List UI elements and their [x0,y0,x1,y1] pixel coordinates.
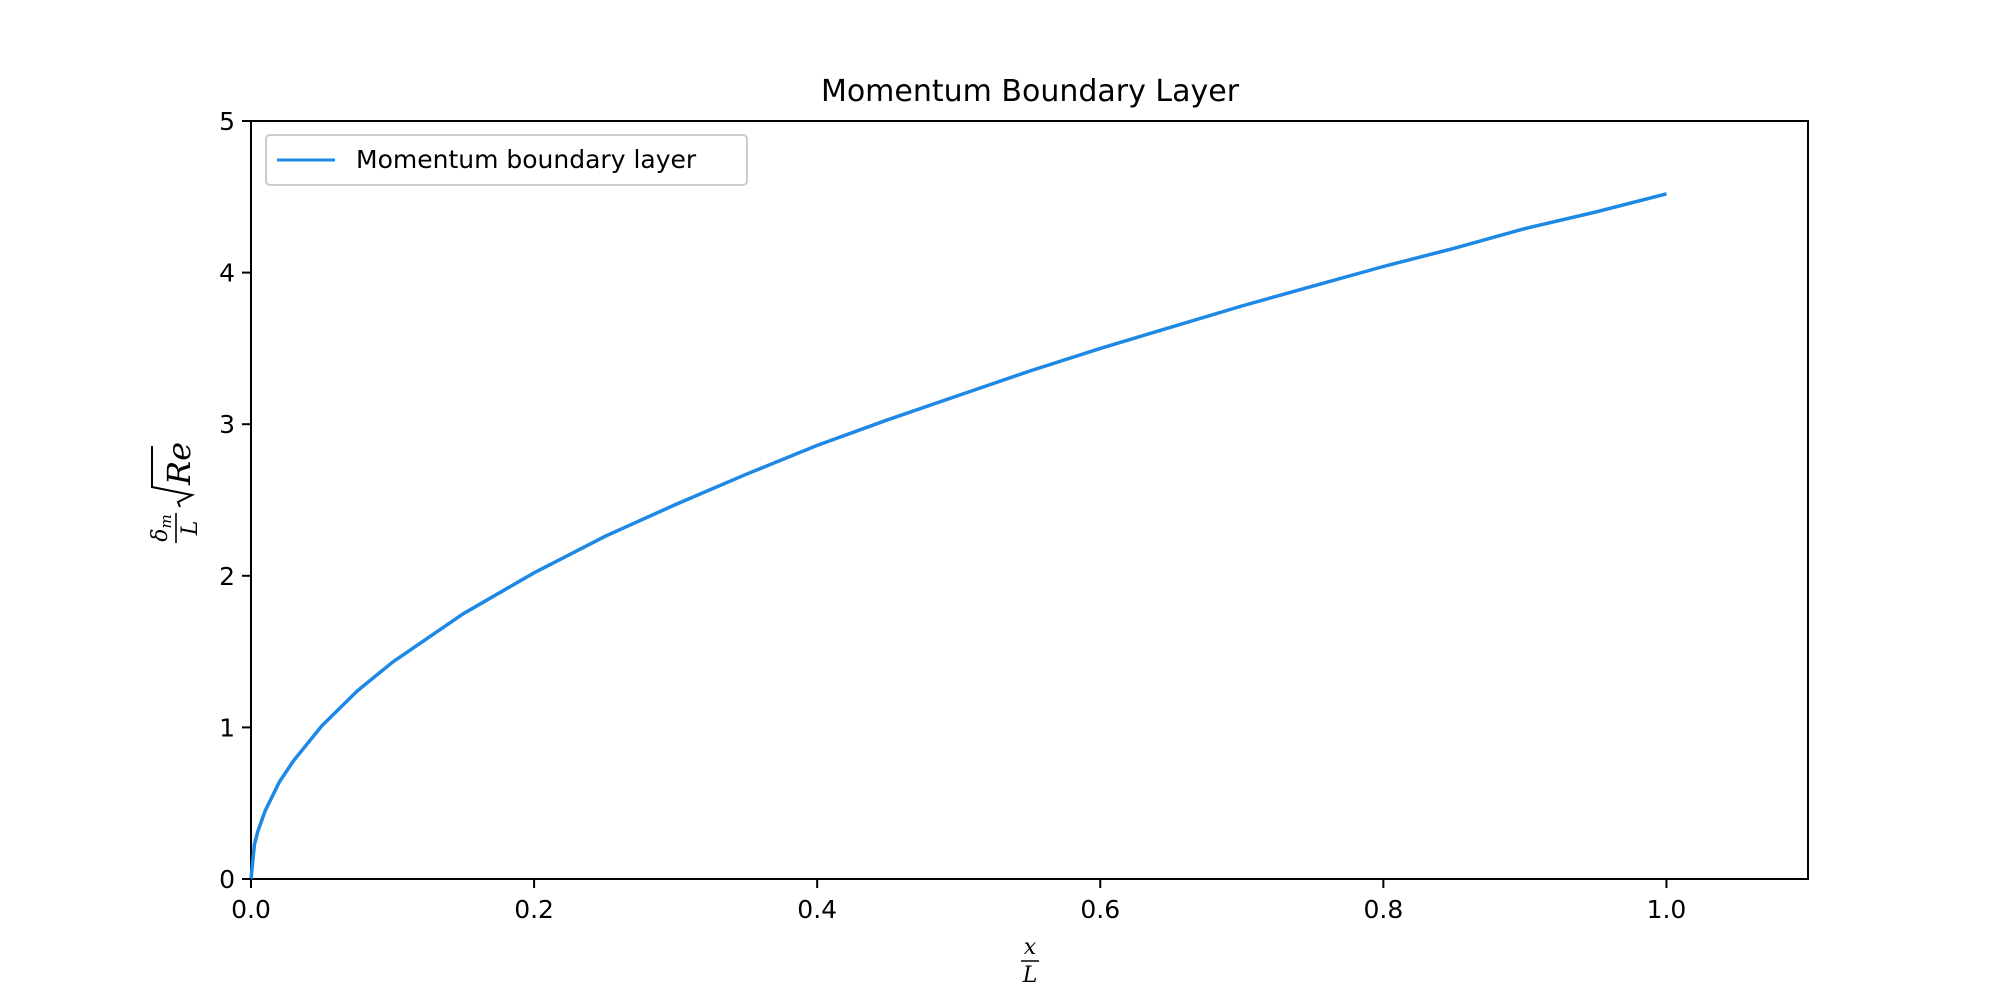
y-tick-label: 4 [219,259,235,288]
x-tick-label: 0.0 [231,895,271,924]
x-label-denominator: L [1022,963,1038,988]
y-tick-label: 0 [219,865,235,894]
y-axis-ticks: 0 1 2 3 4 5 [219,107,251,894]
y-tick-label: 1 [219,713,235,742]
y-label-subscript: m [157,514,175,528]
y-label-numerator: δm [148,514,175,541]
y-tick-label: 5 [219,107,235,136]
y-tick-label: 3 [219,410,235,439]
y-label-denominator: L [178,521,203,537]
y-tick-label: 2 [219,562,235,591]
x-axis-ticks: 0.0 0.2 0.4 0.6 0.8 1.0 [231,879,1686,924]
legend-entry-label: Momentum boundary layer [356,145,697,174]
series-line-0 [249,192,1667,880]
x-tick-label: 0.4 [797,895,837,924]
y-label-radicand: Re [160,442,198,486]
y-label-delta: δ [148,528,173,541]
x-axis-label: x L [1021,935,1039,988]
series-layer [249,192,1667,880]
chart-title: Momentum Boundary Layer [821,74,1240,109]
x-tick-label: 0.8 [1363,895,1403,924]
x-tick-label: 1.0 [1647,895,1687,924]
x-tick-label: 0.2 [514,895,554,924]
y-label-radical-sign [151,446,196,508]
plot-area-frame [250,120,1809,880]
legend: Momentum boundary layer [265,134,748,186]
x-tick-label: 0.6 [1080,895,1120,924]
x-label-numerator: x [1024,935,1037,960]
y-axis-label: δm L Re [148,442,203,543]
legend-box [265,134,748,186]
